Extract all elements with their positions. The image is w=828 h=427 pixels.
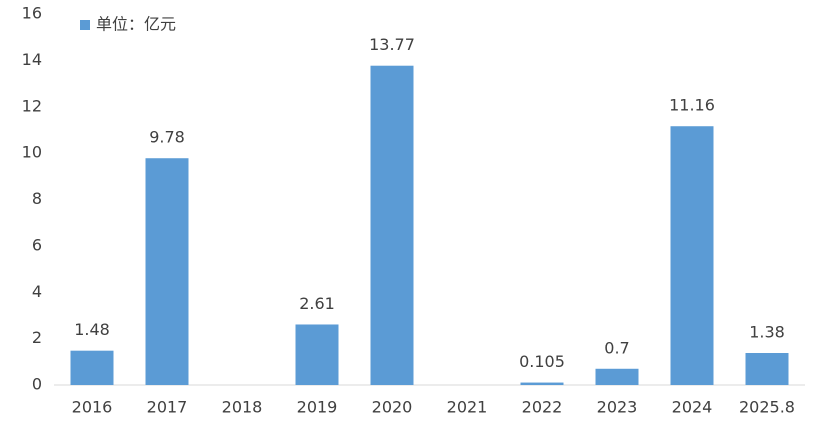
bar bbox=[70, 350, 114, 385]
x-tick-label: 2016 bbox=[72, 398, 113, 417]
data-label: 13.77 bbox=[369, 35, 415, 54]
bar bbox=[595, 368, 639, 385]
data-label: 1.48 bbox=[74, 320, 110, 339]
x-tick-label: 2022 bbox=[522, 398, 563, 417]
y-tick-label: 10 bbox=[22, 143, 42, 162]
data-label: 1.38 bbox=[749, 323, 785, 342]
y-tick-label: 16 bbox=[22, 4, 42, 23]
x-tick-label: 2018 bbox=[222, 398, 263, 417]
data-label: 0.7 bbox=[604, 338, 629, 357]
y-tick-label: 6 bbox=[32, 235, 42, 254]
x-tick-label: 2023 bbox=[597, 398, 638, 417]
x-tick-label: 2025.8 bbox=[739, 398, 795, 417]
bar bbox=[145, 158, 189, 385]
x-tick-label: 2020 bbox=[372, 398, 413, 417]
x-tick-label: 2017 bbox=[147, 398, 188, 417]
bar bbox=[520, 382, 564, 385]
bar bbox=[295, 324, 339, 385]
y-tick-label: 14 bbox=[22, 50, 42, 69]
bar bbox=[670, 126, 714, 385]
legend-label: 单位：亿元 bbox=[96, 15, 176, 34]
bar bbox=[370, 65, 414, 385]
y-tick-label: 8 bbox=[32, 189, 42, 208]
x-tick-label: 2024 bbox=[672, 398, 713, 417]
x-tick-label: 2021 bbox=[447, 398, 488, 417]
data-label: 9.78 bbox=[149, 128, 185, 147]
y-tick-label: 12 bbox=[22, 96, 42, 115]
y-tick-label: 0 bbox=[32, 375, 42, 394]
y-tick-label: 2 bbox=[32, 328, 42, 347]
legend-swatch bbox=[80, 20, 90, 30]
y-tick-label: 4 bbox=[32, 282, 42, 301]
x-tick-label: 2019 bbox=[297, 398, 338, 417]
bar bbox=[745, 353, 789, 385]
data-label: 11.16 bbox=[669, 96, 715, 115]
data-label: 0.105 bbox=[519, 352, 565, 371]
data-label: 2.61 bbox=[299, 294, 335, 313]
